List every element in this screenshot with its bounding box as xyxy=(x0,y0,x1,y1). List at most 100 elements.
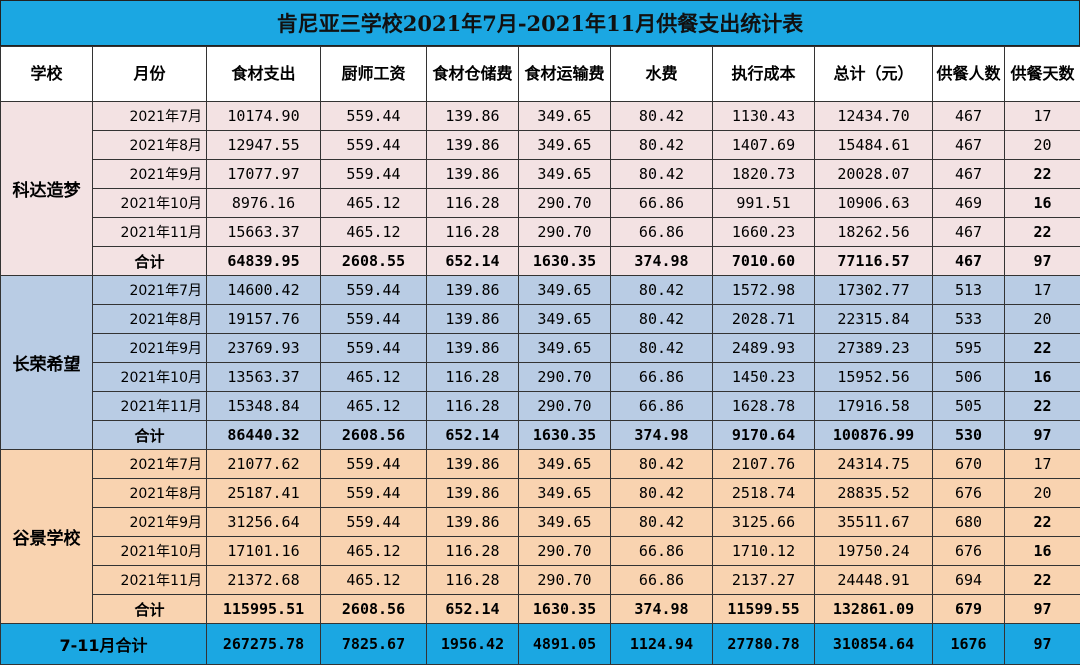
cell-storage-fee: 139.86 xyxy=(427,450,519,479)
cell-exec-cost: 2028.71 xyxy=(713,305,815,334)
cell-people: 467 xyxy=(933,160,1005,189)
cell-food-cost: 8976.16 xyxy=(207,189,321,218)
header-transport-fee: 食材运输费 xyxy=(519,47,611,102)
subtotal-storage-fee: 652.14 xyxy=(427,595,519,624)
cell-days: 22 xyxy=(1005,508,1080,537)
cell-food-cost: 17101.16 xyxy=(207,537,321,566)
cell-exec-cost: 2518.74 xyxy=(713,479,815,508)
cell-storage-fee: 139.86 xyxy=(427,334,519,363)
cell-people: 680 xyxy=(933,508,1005,537)
cell-total: 19750.24 xyxy=(815,537,933,566)
subtotal-exec-cost: 9170.64 xyxy=(713,421,815,450)
cell-people: 467 xyxy=(933,218,1005,247)
cell-transport-fee: 349.65 xyxy=(519,102,611,131)
cell-chef-wage: 559.44 xyxy=(321,160,427,189)
cell-transport-fee: 290.70 xyxy=(519,189,611,218)
subtotal-exec-cost: 11599.55 xyxy=(713,595,815,624)
cell-month: 2021年8月 xyxy=(93,131,207,160)
table-title: 肯尼亚三学校2021年7月-2021年11月供餐支出统计表 xyxy=(0,0,1080,46)
cell-chef-wage: 465.12 xyxy=(321,363,427,392)
grand-total-transport-fee: 4891.05 xyxy=(519,624,611,665)
cell-chef-wage: 465.12 xyxy=(321,392,427,421)
subtotal-transport-fee: 1630.35 xyxy=(519,421,611,450)
subtotal-total: 77116.57 xyxy=(815,247,933,276)
cell-water-fee: 80.42 xyxy=(611,450,713,479)
cell-water-fee: 80.42 xyxy=(611,160,713,189)
cell-total: 27389.23 xyxy=(815,334,933,363)
cell-people: 694 xyxy=(933,566,1005,595)
cell-chef-wage: 559.44 xyxy=(321,479,427,508)
cell-month: 2021年11月 xyxy=(93,392,207,421)
cell-month: 2021年9月 xyxy=(93,508,207,537)
cell-water-fee: 66.86 xyxy=(611,218,713,247)
cell-total: 24314.75 xyxy=(815,450,933,479)
cell-days: 20 xyxy=(1005,479,1080,508)
header-total: 总计（元） xyxy=(815,47,933,102)
grand-total-chef-wage: 7825.67 xyxy=(321,624,427,665)
cell-exec-cost: 2137.27 xyxy=(713,566,815,595)
grand-total-label: 7-11月合计 xyxy=(1,624,207,665)
subtotal-chef-wage: 2608.56 xyxy=(321,595,427,624)
cell-exec-cost: 2107.76 xyxy=(713,450,815,479)
cell-storage-fee: 139.86 xyxy=(427,479,519,508)
cell-exec-cost: 1820.73 xyxy=(713,160,815,189)
header-water-fee: 水费 xyxy=(611,47,713,102)
cell-people: 676 xyxy=(933,537,1005,566)
cell-month: 2021年10月 xyxy=(93,537,207,566)
cell-transport-fee: 349.65 xyxy=(519,305,611,334)
cell-transport-fee: 290.70 xyxy=(519,566,611,595)
cell-water-fee: 66.86 xyxy=(611,189,713,218)
cell-food-cost: 12947.55 xyxy=(207,131,321,160)
subtotal-people: 467 xyxy=(933,247,1005,276)
cell-exec-cost: 1710.12 xyxy=(713,537,815,566)
cell-exec-cost: 1130.43 xyxy=(713,102,815,131)
cell-days: 22 xyxy=(1005,160,1080,189)
cell-water-fee: 66.86 xyxy=(611,363,713,392)
cell-chef-wage: 559.44 xyxy=(321,508,427,537)
header-school: 学校 xyxy=(1,47,93,102)
cell-storage-fee: 139.86 xyxy=(427,508,519,537)
cell-days: 20 xyxy=(1005,305,1080,334)
subtotal-transport-fee: 1630.35 xyxy=(519,595,611,624)
subtotal-storage-fee: 652.14 xyxy=(427,247,519,276)
cell-people: 506 xyxy=(933,363,1005,392)
cell-people: 467 xyxy=(933,102,1005,131)
cell-storage-fee: 139.86 xyxy=(427,160,519,189)
grand-total-total: 310854.64 xyxy=(815,624,933,665)
cell-food-cost: 31256.64 xyxy=(207,508,321,537)
cell-transport-fee: 349.65 xyxy=(519,334,611,363)
cell-chef-wage: 559.44 xyxy=(321,276,427,305)
header-chef-wage: 厨师工资 xyxy=(321,47,427,102)
cell-exec-cost: 1572.98 xyxy=(713,276,815,305)
cell-month: 2021年10月 xyxy=(93,363,207,392)
cell-people: 676 xyxy=(933,479,1005,508)
expense-table: 学校 月份 食材支出 厨师工资 食材仓储费 食材运输费 水费 执行成本 总计（元… xyxy=(0,46,1080,665)
cell-food-cost: 15348.84 xyxy=(207,392,321,421)
header-month: 月份 xyxy=(93,47,207,102)
cell-water-fee: 80.42 xyxy=(611,276,713,305)
cell-transport-fee: 349.65 xyxy=(519,508,611,537)
cell-storage-fee: 139.86 xyxy=(427,276,519,305)
cell-exec-cost: 991.51 xyxy=(713,189,815,218)
cell-people: 469 xyxy=(933,189,1005,218)
subtotal-transport-fee: 1630.35 xyxy=(519,247,611,276)
subtotal-total: 132861.09 xyxy=(815,595,933,624)
cell-transport-fee: 290.70 xyxy=(519,392,611,421)
grand-total-food-cost: 267275.78 xyxy=(207,624,321,665)
cell-exec-cost: 2489.93 xyxy=(713,334,815,363)
grand-total-days: 97 xyxy=(1005,624,1080,665)
subtotal-label: 合计 xyxy=(93,247,207,276)
cell-total: 35511.67 xyxy=(815,508,933,537)
cell-people: 513 xyxy=(933,276,1005,305)
cell-days: 22 xyxy=(1005,218,1080,247)
cell-water-fee: 80.42 xyxy=(611,334,713,363)
cell-days: 17 xyxy=(1005,450,1080,479)
